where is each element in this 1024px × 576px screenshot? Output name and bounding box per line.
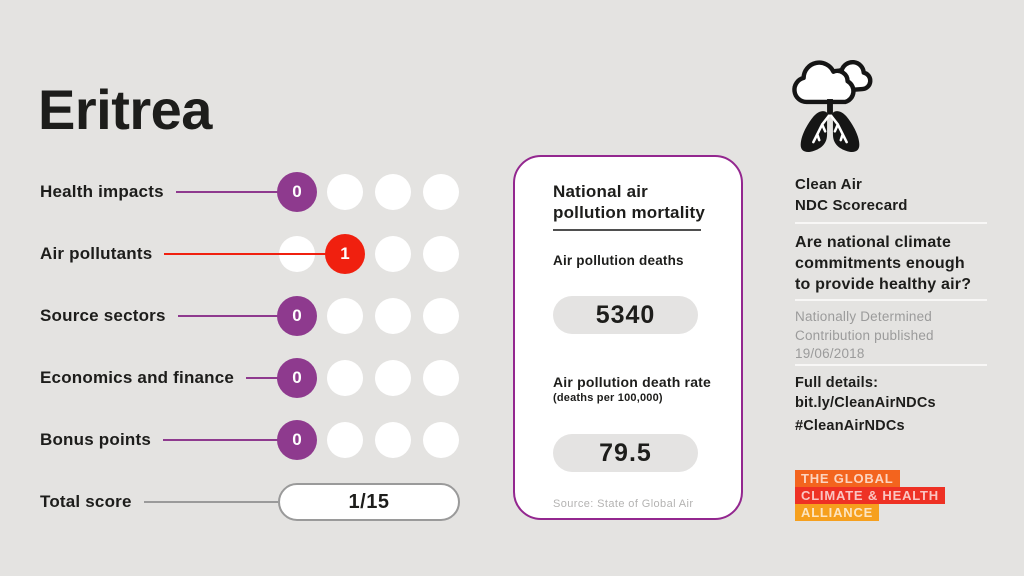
score-row-connector	[246, 377, 278, 379]
total-score-row: Total score 1/15	[40, 471, 460, 533]
score-dot-active: 0	[277, 172, 317, 212]
score-dot	[375, 422, 411, 458]
sidebar-divider	[795, 364, 987, 366]
question-line2: commitments enough	[795, 255, 965, 272]
score-rows: Health impacts 0 Air pollutants 1 Source…	[40, 161, 460, 533]
score-dots: 0	[277, 347, 460, 409]
ndc-publication-date: 19/06/2018	[795, 346, 865, 361]
score-dot	[423, 422, 459, 458]
score-row: Source sectors 0	[40, 285, 460, 347]
score-row: Air pollutants 1	[40, 223, 460, 285]
score-row-label: Air pollutants	[40, 244, 153, 263]
score-value: 0	[292, 430, 302, 449]
program-title: Clean Air NDC Scorecard	[795, 174, 908, 216]
score-row-label: Health impacts	[40, 182, 164, 201]
deaths-label: Air pollution deaths	[553, 253, 684, 268]
ndc-note-line2: Contribution published	[795, 327, 934, 343]
alliance-logo-line1: THE GLOBAL	[795, 470, 900, 487]
score-row-label: Bonus points	[40, 430, 151, 449]
program-title-line2: NDC Scorecard	[795, 197, 908, 214]
question-line3: to provide healthy air?	[795, 276, 972, 293]
score-row-label: Source sectors	[40, 306, 166, 325]
score-dot-active: 0	[277, 296, 317, 336]
score-dot	[375, 236, 411, 272]
score-dots: 0	[277, 285, 460, 347]
score-dot	[423, 174, 459, 210]
program-title-line1: Clean Air	[795, 176, 863, 193]
ndc-publication-note: Nationally Determined Contribution publi…	[795, 308, 934, 364]
total-score-value: 1/15	[278, 483, 460, 521]
details-link[interactable]: bit.ly/CleanAirNDCs	[795, 395, 936, 411]
score-dot	[375, 360, 411, 396]
question-text: Are national climate commitments enough …	[795, 232, 971, 295]
score-dots: 0	[277, 409, 460, 471]
total-score-connector	[143, 501, 278, 503]
score-dot-active: 0	[277, 358, 317, 398]
country-title: Eritrea	[38, 77, 212, 141]
score-dot-active: 1	[325, 234, 365, 274]
sidebar-divider	[795, 222, 987, 224]
score-row: Health impacts 0	[40, 161, 460, 223]
death-rate-sublabel: (deaths per 100,000)	[553, 392, 663, 404]
full-details: Full details: bit.ly/CleanAirNDCs	[795, 373, 936, 413]
score-row-label: Economics and finance	[40, 368, 235, 387]
ndc-note-line1: Nationally Determined	[795, 309, 933, 324]
full-details-label: Full details:	[795, 375, 879, 391]
score-value: 0	[292, 306, 302, 325]
score-row: Economics and finance 0	[40, 347, 460, 409]
mortality-card-title: National air pollution mortality	[553, 181, 723, 223]
mortality-card-title-line2: pollution mortality	[553, 203, 706, 222]
score-value: 0	[292, 182, 302, 201]
alliance-logo: THE GLOBAL CLIMATE & HEALTH ALLIANCE	[795, 470, 945, 521]
score-dots: 1	[278, 223, 460, 285]
card-title-divider	[553, 229, 701, 231]
score-dot	[327, 298, 363, 334]
total-score-label: Total score	[40, 492, 132, 511]
score-value: 0	[292, 368, 302, 387]
score-row-connector	[163, 439, 278, 441]
score-dot	[327, 422, 363, 458]
source-note: Source: State of Global Air	[553, 498, 694, 510]
score-row: Bonus points 0	[40, 409, 460, 471]
death-rate-label: Air pollution death rate	[553, 374, 712, 390]
score-dot	[423, 360, 459, 396]
sidebar-divider	[795, 299, 987, 301]
alliance-logo-line2: CLIMATE & HEALTH	[795, 487, 945, 504]
score-dots: 0	[277, 161, 460, 223]
score-dot	[423, 236, 459, 272]
score-dot	[375, 174, 411, 210]
cloud-lungs-icon	[792, 60, 873, 153]
question-line1: Are national climate	[795, 234, 952, 251]
score-row-connector	[164, 253, 345, 255]
score-dot	[327, 360, 363, 396]
mortality-card-title-line1: National air	[553, 182, 648, 201]
score-dot	[375, 298, 411, 334]
score-dot-active: 0	[277, 420, 317, 460]
hashtag: #CleanAirNDCs	[795, 418, 905, 434]
alliance-logo-line3: ALLIANCE	[795, 504, 880, 521]
death-rate-value: 79.5	[553, 434, 698, 472]
score-row-connector	[177, 315, 278, 317]
deaths-value: 5340	[553, 296, 698, 334]
score-dot	[423, 298, 459, 334]
mortality-card: National air pollution mortality Air pol…	[513, 155, 743, 520]
score-row-connector	[175, 191, 278, 193]
score-value: 1	[340, 244, 350, 263]
score-dot	[327, 174, 363, 210]
